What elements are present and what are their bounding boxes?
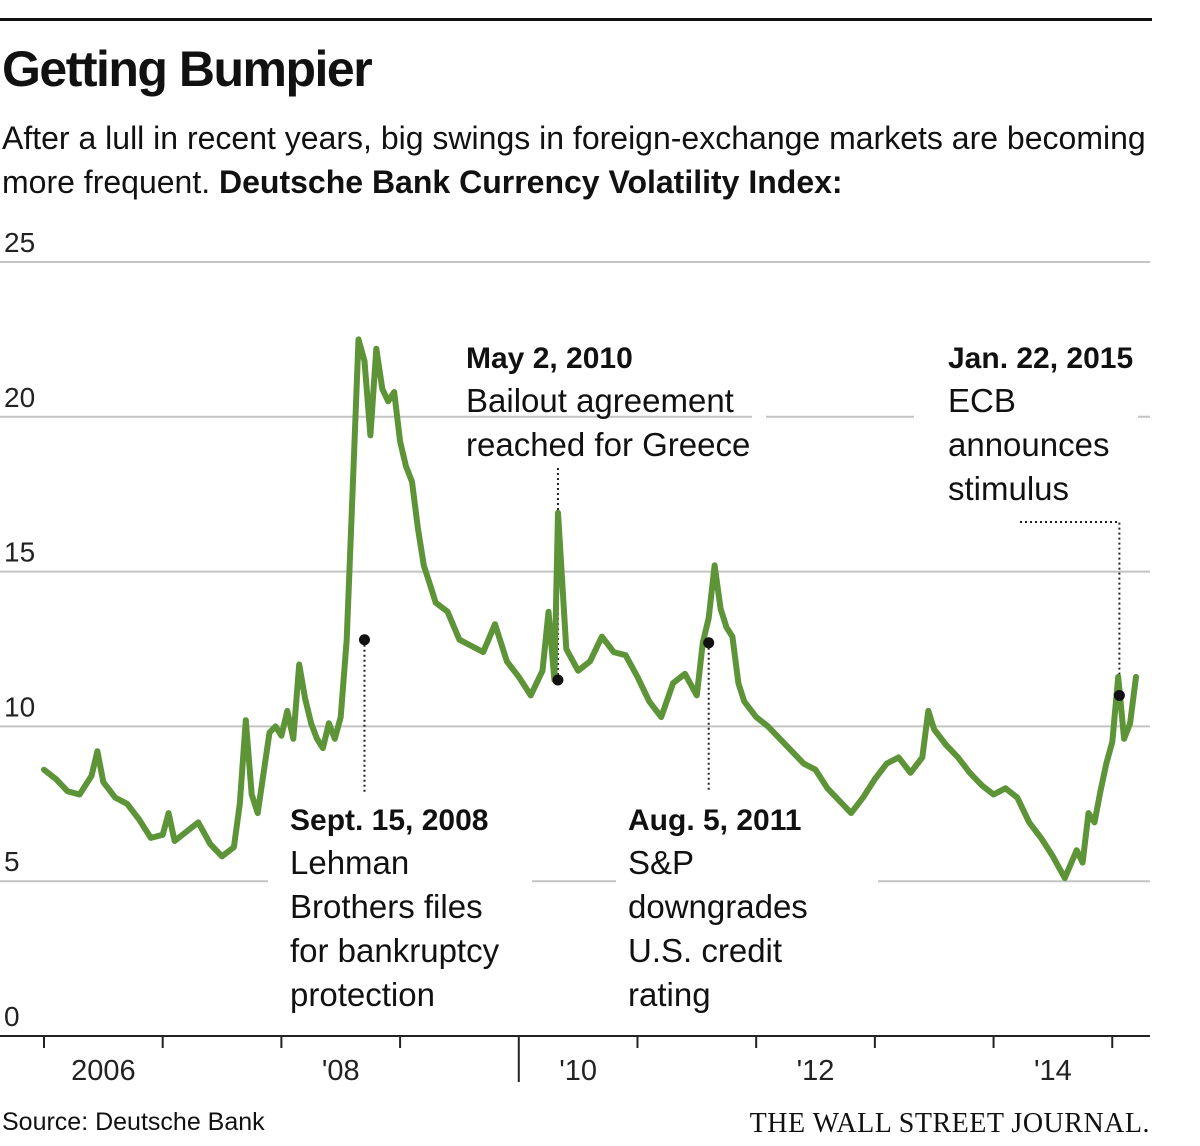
x-tick-label-2010: '10 <box>559 1055 597 1087</box>
annotation-text-sp-downgrade: rating <box>628 976 711 1013</box>
source-note: Source: Deutsche Bank <box>2 1108 265 1136</box>
annotation-text-sp-downgrade: S&P <box>628 844 694 881</box>
chart-title: Getting Bumpier <box>2 41 373 97</box>
annotation-text-ecb: stimulus <box>948 470 1069 507</box>
volatility-index-line <box>41 336 1139 882</box>
event-marker-greece <box>552 674 564 686</box>
subtitle-index-name: Deutsche Bank Currency Volatility Index: <box>219 164 843 200</box>
y-tick-label-5: 5 <box>4 846 20 877</box>
annotation-text-ecb: ECB <box>948 382 1016 419</box>
leader-ecb <box>1020 521 1121 696</box>
annotation-text-lehman: Lehman <box>290 844 409 881</box>
annotation-markers <box>358 634 1125 701</box>
y-tick-label-25: 25 <box>4 227 35 258</box>
annotation-text-sp-downgrade: downgrades <box>628 888 808 925</box>
grid-gap-lehman <box>268 878 532 885</box>
annotations: Sept. 15, 2008 Lehman Brothers files for ba… <box>290 342 1133 1013</box>
annotation-text-greece: Bailout agreement <box>466 382 734 419</box>
annotation-date-lehman: Sept. 15, 2008 <box>290 804 488 837</box>
annotation-text-lehman: Brothers files <box>290 888 483 925</box>
x-tick-label-2006: 2006 <box>71 1055 136 1087</box>
annotation-text-lehman: for bankruptcy <box>290 932 500 969</box>
grid-gap-greece <box>752 413 766 420</box>
y-axis-tick-labels: 0 5 10 15 20 25 <box>4 227 35 1032</box>
grid-gap-sp-downgrade <box>616 878 878 885</box>
x-axis: 2006 '08 '10 '12 '14 <box>0 1035 1150 1087</box>
annotation-date-greece: May 2, 2010 <box>466 342 633 375</box>
y-tick-label-15: 15 <box>4 537 35 568</box>
y-tick-label-0: 0 <box>4 1001 20 1032</box>
x-tick-label-2014: '14 <box>1034 1055 1072 1087</box>
annotation-text-ecb: announces <box>948 426 1109 463</box>
grid-gap-ecb <box>914 413 1138 420</box>
wsj-credit: THE WALL STREET JOURNAL. <box>749 1108 1150 1139</box>
chart-subtitle: After a lull in recent years, big swings… <box>2 116 1152 204</box>
x-tick-label-2012: '12 <box>797 1055 835 1087</box>
top-rule <box>0 18 1152 21</box>
event-marker-ecb <box>1113 689 1125 701</box>
event-marker-lehman <box>358 634 370 646</box>
y-tick-label-10: 10 <box>4 691 35 722</box>
subtitle-text: After a lull in recent years, big swings… <box>2 120 1146 200</box>
annotation-text-sp-downgrade: U.S. credit <box>628 932 782 969</box>
annotation-text-greece: reached for Greece <box>466 426 750 463</box>
annotation-date-sp-downgrade: Aug. 5, 2011 <box>628 804 801 837</box>
series-points <box>43 339 1137 879</box>
annotation-date-ecb: Jan. 22, 2015 <box>948 342 1133 375</box>
annotation-text-lehman: protection <box>290 976 435 1013</box>
event-marker-sp-downgrade <box>703 637 715 649</box>
x-tick-label-2008: '08 <box>322 1055 360 1087</box>
y-tick-label-20: 20 <box>4 382 35 413</box>
